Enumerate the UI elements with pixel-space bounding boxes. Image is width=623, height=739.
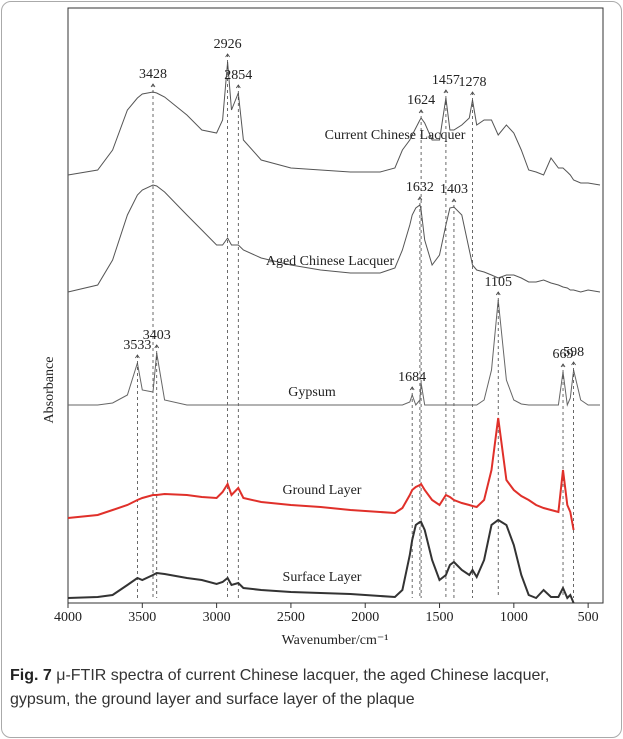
chart: Wavenumber/cm⁻¹ Absorbance 4000 3500 3000 2…	[42, 7, 604, 648]
x-tick-label: 2500	[277, 610, 305, 625]
peak-arrow	[225, 53, 230, 58]
peak-arrow	[135, 354, 140, 359]
caption-text: μ-FTIR spectra of current Chinese lacque…	[10, 667, 550, 708]
x-tick-label: 1000	[500, 610, 528, 625]
x-tick-label: 4000	[54, 610, 82, 625]
peak-arrow	[560, 363, 566, 368]
spectrum-line	[68, 299, 600, 407]
peak-label: 1278	[459, 75, 487, 90]
peak-arrow	[409, 386, 415, 391]
peak-arrow	[443, 89, 449, 94]
x-tick-label: 1500	[426, 610, 454, 625]
peak-label: 1403	[440, 182, 468, 197]
peak-label: 2926	[214, 37, 242, 52]
peak-label: 1624	[407, 93, 435, 108]
peak-label: 3403	[143, 328, 171, 343]
peak-label: 1457	[432, 73, 460, 88]
x-tick-label: 3000	[203, 610, 231, 625]
series-label: Gypsum	[288, 385, 336, 400]
spectrum-line	[67, 417, 575, 531]
peak-label: 1684	[398, 370, 426, 385]
y-axis-label: Absorbance	[42, 357, 57, 424]
x-tick-label: 3500	[128, 610, 156, 625]
series-label: Ground Layer	[283, 483, 362, 498]
x-axis-label: Wavenumber/cm⁻¹	[282, 633, 389, 648]
series-label: Current Chinese Lacquer	[325, 128, 466, 143]
peak-label: 2854	[224, 68, 252, 83]
peak-label: 1632	[406, 180, 434, 195]
peak-label: 3428	[139, 67, 167, 82]
peak-arrow	[571, 361, 576, 366]
peak-arrow	[417, 196, 423, 201]
spectrum-line	[67, 518, 575, 604]
x-tick-label: 2000	[351, 610, 379, 625]
peak-label: 1105	[484, 275, 511, 290]
caption-label: Fig. 7	[10, 667, 52, 684]
peak-arrow	[451, 198, 457, 203]
plot-frame	[67, 7, 604, 604]
peak-label: 598	[563, 345, 584, 360]
peak-arrow	[235, 84, 241, 89]
series-label: Aged Chinese Lacquer	[266, 254, 395, 269]
series-label: Surface Layer	[283, 570, 362, 585]
peak-arrow	[154, 344, 160, 349]
peak-label: 3533	[123, 338, 151, 353]
peak-arrow	[470, 91, 475, 96]
peak-arrow	[418, 109, 424, 114]
peak-label: 669	[553, 347, 574, 362]
peak-arrow	[150, 83, 156, 88]
spectrum-line	[67, 184, 601, 293]
x-tick-label: 500	[578, 610, 599, 625]
caption: Fig. 7 μ-FTIR spectra of current Chinese…	[10, 664, 610, 712]
peak-arrow	[495, 291, 501, 296]
